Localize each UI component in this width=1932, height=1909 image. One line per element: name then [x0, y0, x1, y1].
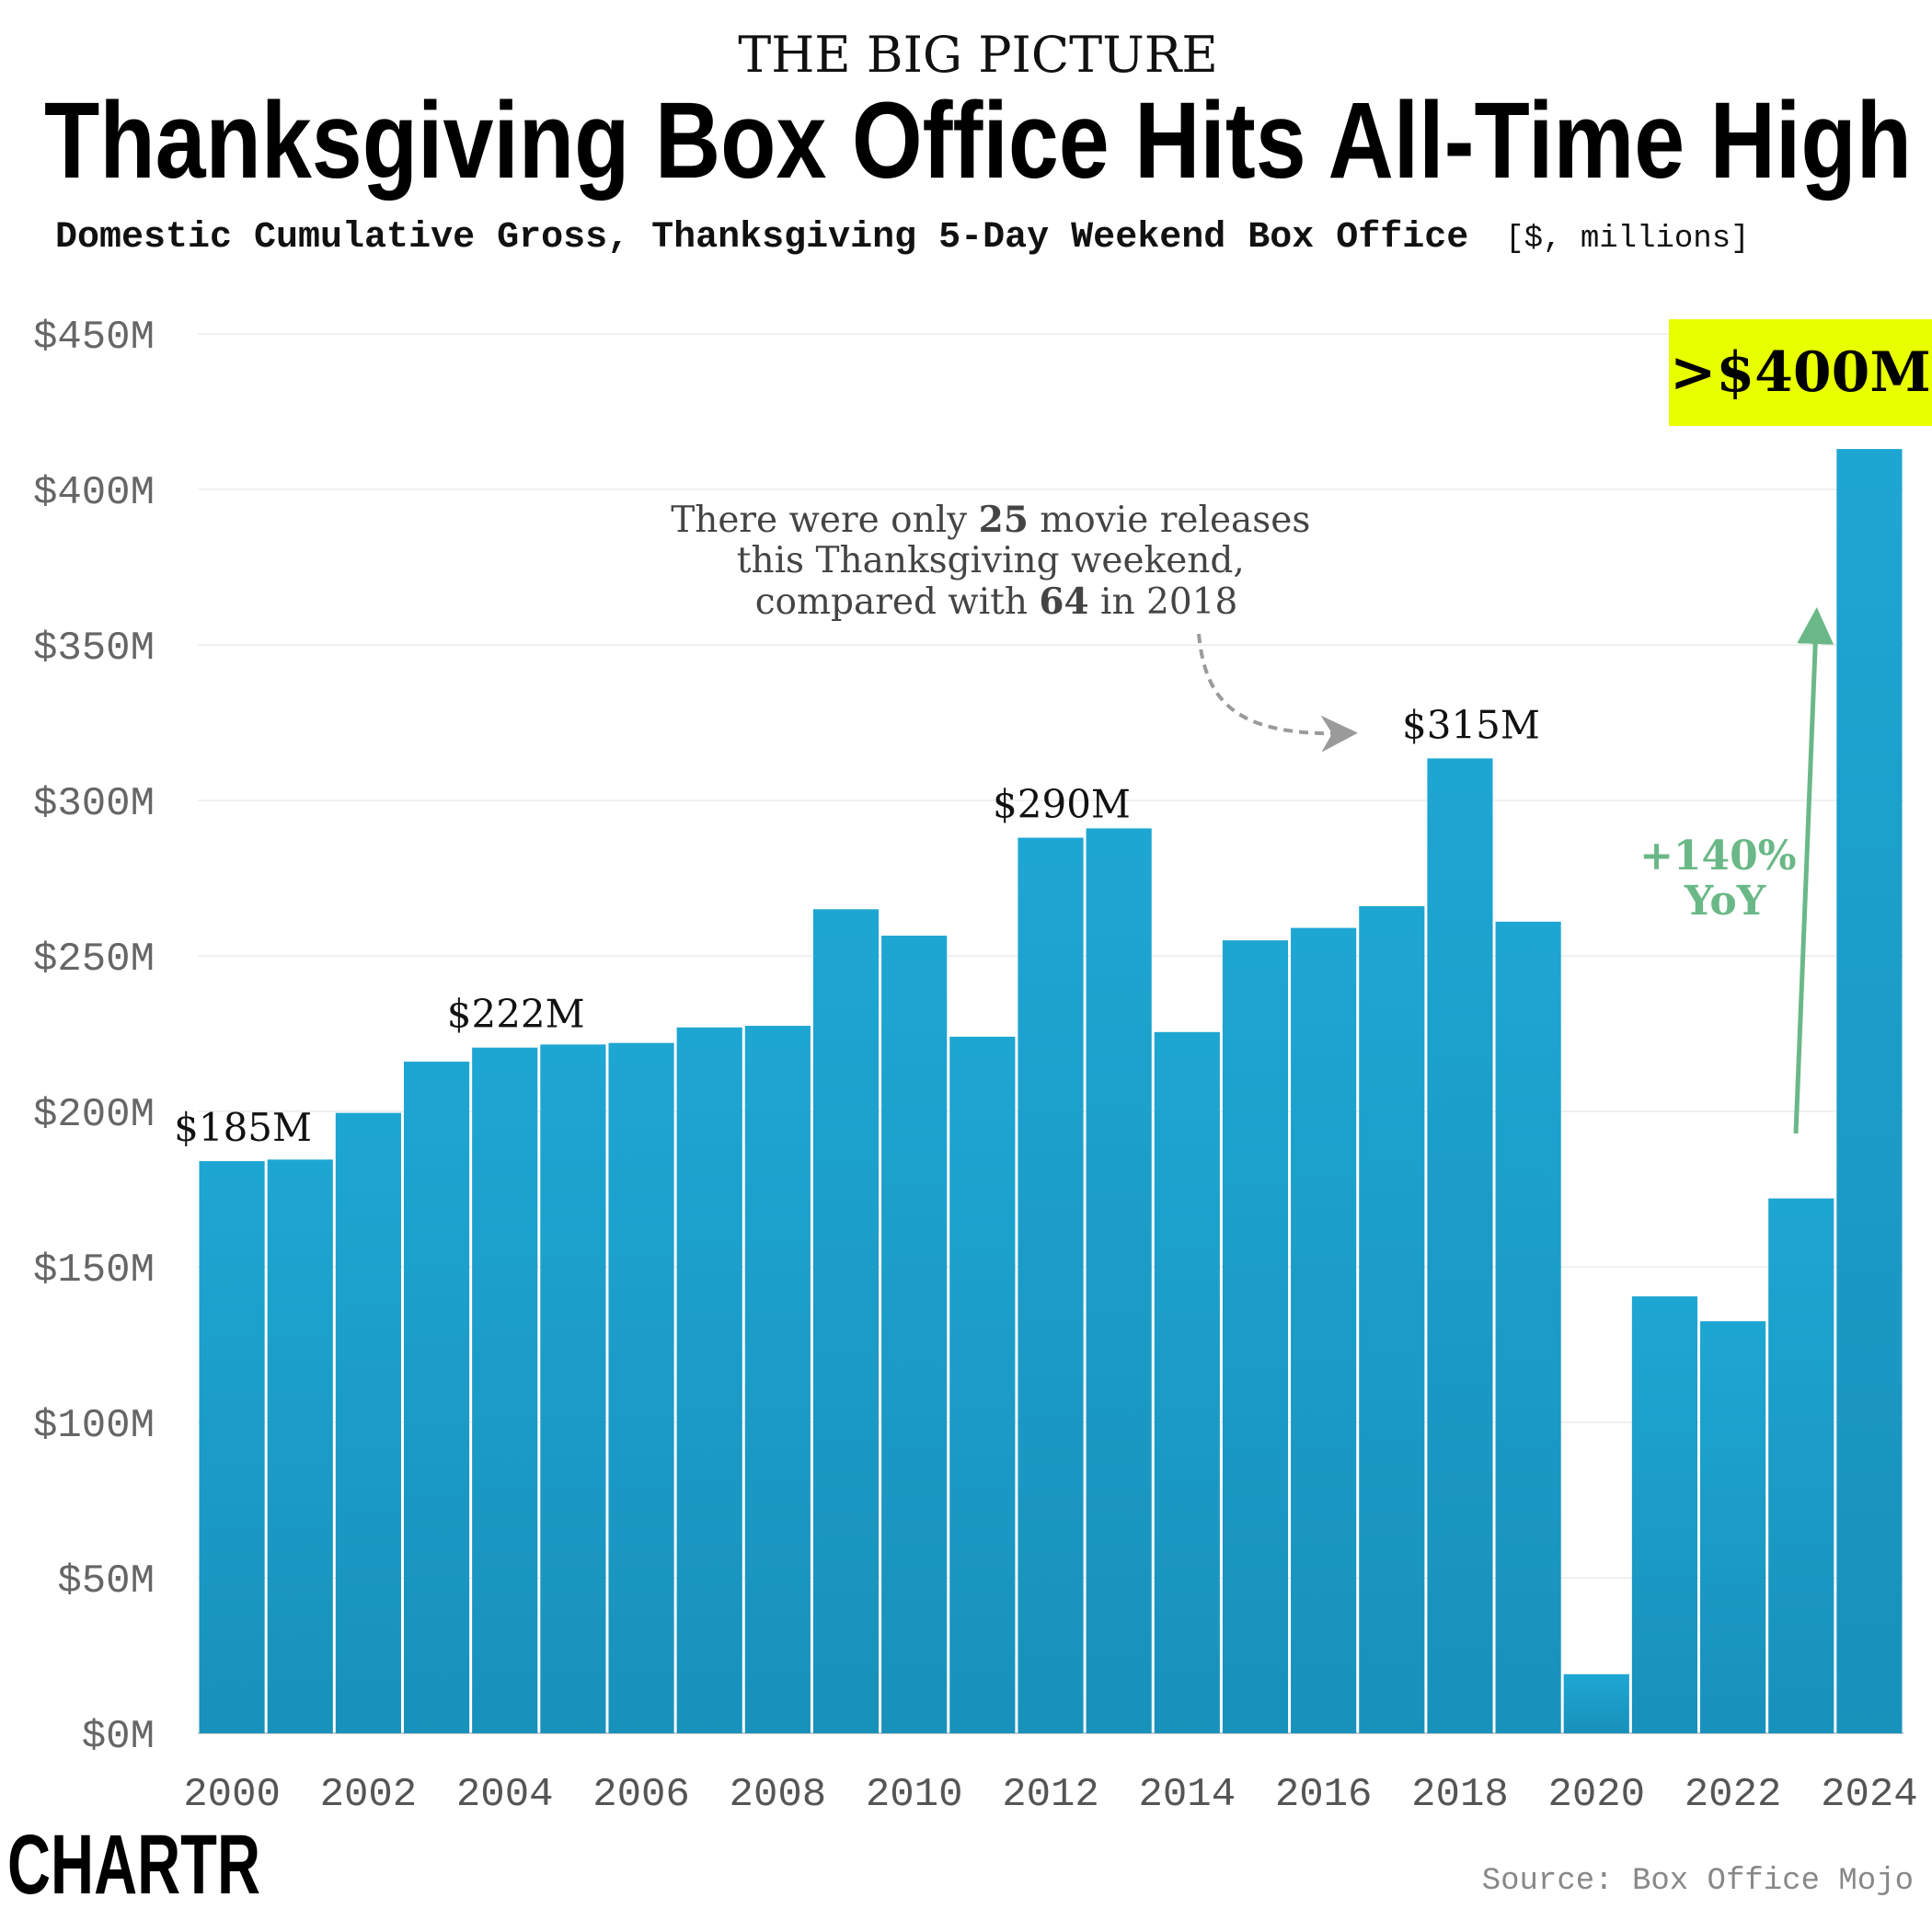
- highlight-label: >$400M: [1670, 340, 1931, 405]
- subtitle-unit: [$, millions]: [1505, 222, 1749, 257]
- chartr-logo: CHARTR: [7, 1818, 260, 1909]
- bar-2005: [540, 1044, 606, 1733]
- x-tick-label: 2004: [456, 1772, 554, 1818]
- bar-2003: [403, 1061, 470, 1733]
- x-tick-label: 2006: [592, 1772, 690, 1818]
- x-tick-label: 2020: [1547, 1772, 1645, 1818]
- data-label: $290M: [993, 782, 1131, 827]
- source-note: Source: Box Office Mojo: [1482, 1864, 1914, 1899]
- bar-2021: [1631, 1296, 1698, 1733]
- x-tick-label: 2000: [183, 1772, 281, 1818]
- bar-2018: [1427, 758, 1493, 1733]
- x-tick-label: 2010: [866, 1772, 963, 1818]
- y-tick-label: $300M: [33, 781, 155, 827]
- bar-2002: [335, 1112, 401, 1733]
- data-labels: $185M $222M $290M $315M: [174, 702, 1540, 1150]
- y-tick-label: $350M: [33, 626, 155, 672]
- y-tick-label: $450M: [33, 315, 155, 361]
- y-tick-label: $50M: [57, 1558, 155, 1604]
- kicker: THE BIG PICTURE: [738, 26, 1218, 84]
- x-tick-label: 2022: [1685, 1772, 1782, 1818]
- bar-2023: [1768, 1198, 1834, 1733]
- y-tick-label: $200M: [33, 1092, 155, 1138]
- bar-2019: [1495, 921, 1561, 1733]
- growth-arrow: [1793, 607, 1834, 1134]
- bar-2001: [267, 1159, 333, 1733]
- growth-label: +140% YoY: [1639, 833, 1811, 925]
- bar-2004: [472, 1047, 538, 1733]
- subtitle-main: Domestic Cumulative Gross, Thanksgiving …: [55, 217, 1468, 259]
- bar-2020: [1563, 1673, 1629, 1733]
- bar-2022: [1700, 1321, 1766, 1733]
- y-tick-label: $0M: [82, 1714, 155, 1760]
- y-tick-label: $150M: [33, 1248, 155, 1294]
- x-tick-label: 2002: [320, 1772, 418, 1818]
- bars: [199, 449, 1903, 1733]
- data-label: $315M: [1402, 702, 1540, 747]
- x-axis: 2000 2002 2004 2006 2008 2010 2012 2014 2016 2018…: [183, 1772, 1917, 1818]
- bar-2006: [608, 1042, 674, 1733]
- bar-2008: [744, 1026, 811, 1733]
- bar-2009: [812, 909, 880, 1733]
- bar-2017: [1359, 905, 1425, 1733]
- x-tick-label: 2012: [1002, 1772, 1099, 1818]
- bar-2015: [1222, 940, 1289, 1733]
- y-tick-label: $250M: [33, 937, 155, 983]
- bar-2014: [1154, 1031, 1220, 1733]
- x-tick-label: 2016: [1275, 1772, 1373, 1818]
- annotation-arrow: [1197, 633, 1358, 753]
- bar-2000: [199, 1161, 265, 1733]
- page-title: Thanksgiving Box Office Hits All-Time Hi…: [44, 80, 1912, 201]
- x-tick-label: 2018: [1411, 1772, 1509, 1818]
- bar-2011: [949, 1036, 1016, 1733]
- y-tick-label: $100M: [33, 1403, 155, 1449]
- bar-2024: [1836, 449, 1903, 1733]
- x-tick-label: 2024: [1821, 1772, 1918, 1818]
- bar-2013: [1086, 828, 1152, 1733]
- annotation-note: There were only 25 movie releases this T…: [671, 499, 1322, 623]
- x-tick-label: 2008: [730, 1772, 827, 1818]
- y-tick-label: $400M: [33, 470, 155, 516]
- data-label: $222M: [447, 992, 585, 1037]
- y-axis: $0M $50M $100M $150M $200M $250M $300M $350M $40…: [33, 315, 155, 1760]
- bar-2007: [676, 1027, 742, 1733]
- x-tick-label: 2014: [1139, 1772, 1236, 1818]
- bar-2010: [881, 936, 948, 1733]
- subtitle: Domestic Cumulative Gross, Thanksgiving …: [55, 217, 1750, 259]
- bar-2016: [1291, 927, 1357, 1733]
- highlight-box: [1669, 319, 1932, 426]
- data-label: $185M: [174, 1105, 312, 1150]
- bar-2012: [1018, 837, 1084, 1733]
